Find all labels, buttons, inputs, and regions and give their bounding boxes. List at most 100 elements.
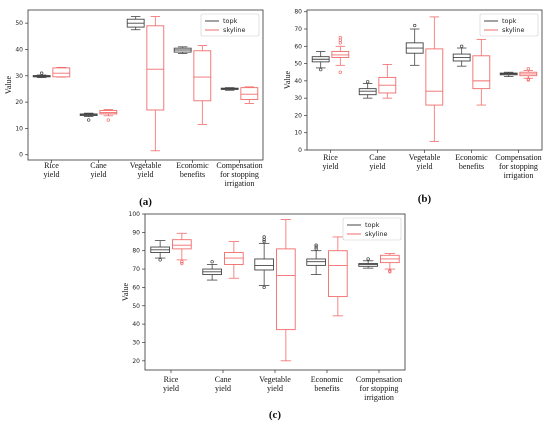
flier-point	[262, 238, 266, 242]
box-topk	[358, 80, 377, 99]
category-label-line: yield	[44, 170, 60, 179]
category-label-line: Compensation	[495, 153, 541, 162]
category-label-line: for stopping	[220, 170, 259, 179]
y-tick-label: 10	[15, 125, 23, 132]
y-tick-label: 20	[132, 358, 140, 365]
flier-point	[262, 285, 266, 290]
y-tick-label: 50	[132, 303, 140, 310]
box-topk	[202, 260, 222, 281]
y-tick-label: 60	[132, 284, 140, 291]
y-tick-label: 40	[294, 78, 302, 85]
category-label-line: yield	[323, 162, 339, 171]
box-topk	[79, 112, 98, 122]
box-skyline	[276, 219, 296, 362]
category-label: Cane yield	[90, 161, 107, 179]
y-axis-label: Value	[283, 70, 292, 89]
panel-label: (c)	[269, 409, 282, 421]
flier-point	[338, 41, 342, 45]
flier-point	[526, 77, 530, 81]
box-skyline	[52, 66, 71, 78]
category-label-line: Rice	[323, 153, 338, 162]
box-topk	[173, 46, 192, 54]
flier-point	[314, 243, 318, 247]
flier-point	[366, 257, 370, 261]
box-skyline	[146, 16, 165, 152]
flier-point	[158, 258, 162, 262]
category-label-line: benefits	[459, 162, 484, 171]
box-topk	[358, 257, 378, 269]
flier-point	[526, 67, 530, 71]
y-axis-label: Value	[121, 282, 130, 301]
category-label-line: benefits	[314, 384, 339, 393]
y-tick-label: 50	[15, 20, 23, 27]
box-skyline	[224, 241, 244, 279]
category-label-line: Vegetable	[130, 161, 162, 170]
category-label: Cane yield	[215, 375, 232, 393]
y-tick-label: 30	[294, 95, 302, 102]
flier-point	[314, 247, 318, 251]
y-tick-label: 100	[129, 211, 141, 218]
box-iqr	[472, 55, 491, 90]
y-tick-label: 50	[294, 61, 302, 68]
box-topk	[220, 87, 239, 91]
box-iqr	[172, 239, 192, 250]
legend-label: topk	[502, 17, 517, 25]
legend-label: skyline	[365, 230, 388, 238]
box-skyline	[425, 16, 444, 142]
legend-label: topk	[365, 221, 380, 229]
box-iqr	[328, 250, 348, 298]
flier-point	[460, 44, 464, 48]
flier-point	[40, 71, 44, 75]
category-label: Vegetable yield	[259, 375, 291, 393]
category-label-line: irrigation	[225, 179, 255, 188]
category-label-line: yield	[138, 170, 154, 179]
category-label-line: yield	[163, 384, 179, 393]
category-label: Rice yield	[44, 161, 60, 179]
category-label-line: Cane	[369, 153, 386, 162]
box-topk	[452, 44, 471, 67]
category-label: Vegetable yield	[130, 161, 162, 179]
category-label-line: yield	[370, 162, 386, 171]
y-tick-label: 90	[132, 229, 140, 236]
category-label: Vegetable yield	[409, 153, 441, 171]
category-label-line: Cane	[90, 161, 107, 170]
box-skyline	[193, 45, 212, 125]
category-label-line: for stopping	[499, 162, 538, 171]
box-skyline	[172, 232, 192, 266]
flier-point	[314, 245, 318, 249]
category-label: Economic benefits	[176, 161, 209, 179]
panel-label: (b)	[418, 193, 432, 205]
category-label-line: Economic	[311, 375, 344, 384]
box-iqr	[306, 258, 326, 266]
y-tick-label: 70	[294, 26, 302, 33]
category-label-line: irrigation	[364, 393, 394, 402]
category-label-line: Vegetable	[409, 153, 441, 162]
category-label: Economic benefits	[455, 153, 488, 171]
box-topk	[311, 51, 330, 72]
category-label-line: for stopping	[360, 384, 399, 393]
flier-point	[262, 239, 266, 244]
y-tick-label: 20	[15, 99, 23, 106]
box-iqr	[146, 25, 165, 111]
box-iqr	[358, 263, 378, 267]
category-label: Rice yield	[163, 375, 179, 393]
legend-label: skyline	[502, 26, 525, 34]
flier-point	[338, 70, 342, 74]
box-skyline	[240, 86, 259, 104]
category-label-line: yield	[417, 162, 433, 171]
category-label-line: Compensation	[216, 161, 262, 170]
y-tick-label: 80	[132, 248, 140, 255]
box-skyline	[380, 253, 400, 274]
flier-point	[106, 118, 110, 122]
flier-point	[319, 67, 323, 72]
category-label: Economic benefits	[311, 375, 344, 393]
y-tick-label: 20	[294, 112, 302, 119]
box-topk	[126, 16, 145, 31]
box-skyline	[378, 64, 397, 99]
box-topk	[254, 235, 274, 290]
flier-point	[413, 23, 417, 28]
